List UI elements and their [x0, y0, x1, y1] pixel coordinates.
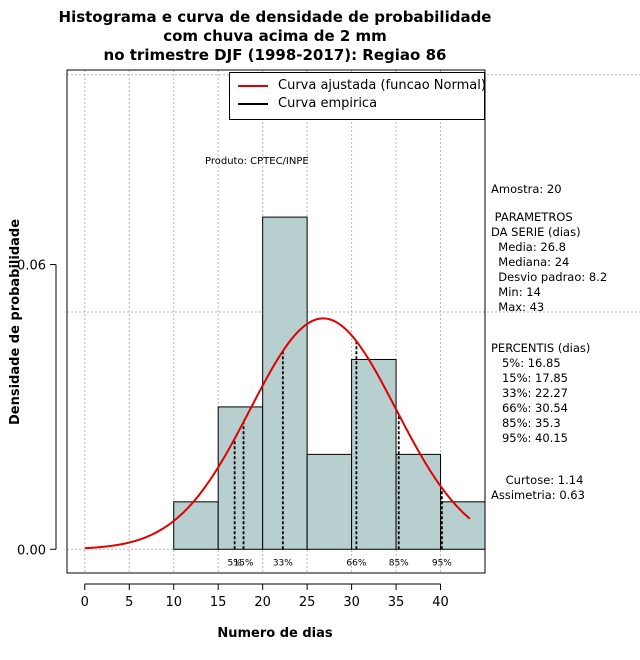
- stat-mediana: Mediana: 24: [491, 255, 570, 269]
- percentile-label-1: 15%: [234, 558, 254, 568]
- legend-label-normal: Curva ajustada (funcao Normal): [278, 78, 486, 93]
- stat-param-sub: DA SERIE (dias): [491, 225, 581, 239]
- plot-frame: [66, 69, 486, 574]
- stat-amostra: Amostra: 20: [491, 182, 562, 196]
- stat-max: Max: 43: [491, 300, 545, 314]
- x-tick-label-0: 0: [81, 595, 89, 610]
- stat-curtose: Curtose: 1.14: [491, 473, 584, 487]
- y-tick-label-1: 0.06: [17, 259, 46, 274]
- stat-p15: 15%: 17.85: [491, 371, 568, 385]
- stat-param-title: PARAMETROS: [491, 210, 573, 224]
- percentile-label-2: 33%: [273, 558, 293, 568]
- histogram-bar-5: [395, 453, 442, 550]
- histogram-bar-6: [440, 501, 486, 550]
- y-tick-label-0: 0.00: [17, 543, 46, 558]
- histogram-bar-4: [351, 358, 397, 550]
- x-axis-label: Numero de dias: [217, 626, 333, 641]
- stat-p95: 95%: 40.15: [491, 431, 568, 445]
- histogram-bar-2: [262, 216, 308, 550]
- legend-swatch-red: [238, 84, 268, 87]
- histogram-bar-0: [173, 501, 219, 550]
- x-tick-label-2: 10: [165, 595, 182, 610]
- x-tick-label-8: 40: [432, 595, 449, 610]
- legend-entry-empirical: Curva empirica: [238, 96, 377, 111]
- histogram-bar-1: [217, 406, 264, 550]
- chart-title-line-2: com chuva acima de 2 mm: [163, 27, 387, 45]
- x-tick-label-4: 20: [254, 595, 271, 610]
- chart-title-line-1: Histograma e curva de densidade de proba…: [58, 8, 492, 26]
- chart-title-line-3: no trimestre DJF (1998-2017): Regiao 86: [103, 46, 447, 64]
- legend-entry-normal: Curva ajustada (funcao Normal): [238, 78, 486, 93]
- percentile-label-3: 66%: [346, 558, 366, 568]
- stat-perc-title: PERCENTIS (dias): [491, 341, 591, 355]
- stat-p66: 66%: 30.54: [491, 401, 568, 415]
- x-tick-label-7: 35: [388, 595, 405, 610]
- y-axis-label: Densidade de probabilidade: [8, 218, 23, 425]
- percentile-label-4: 85%: [389, 558, 409, 568]
- stat-media: Media: 26.8: [491, 240, 566, 254]
- stat-p5: 5%: 16.85: [491, 356, 561, 370]
- x-tick-label-1: 5: [125, 595, 133, 610]
- product-annotation: Produto: CPTEC/INPE: [205, 156, 309, 167]
- normal-curve-group: [84, 317, 471, 550]
- stat-p85: 85%: 35.3: [491, 416, 561, 430]
- x-tick-label-3: 15: [210, 595, 227, 610]
- percentile-label-0: 5%: [228, 558, 243, 568]
- stat-assimetria: Assimetria: 0.63: [491, 488, 585, 502]
- legend-label-empirical: Curva empirica: [278, 96, 378, 111]
- stat-p33: 33%: 22.27: [491, 386, 568, 400]
- axes: 0 5 10 15 20 25 30 35 40 0.00 0.06: [17, 69, 486, 610]
- x-tick-label-6: 30: [343, 595, 360, 610]
- normal-curve: [84, 317, 471, 550]
- x-tick-label-5: 25: [299, 595, 316, 610]
- histogram-bar-3: [306, 453, 353, 550]
- stat-min: Min: 14: [491, 285, 541, 299]
- percentile-lines: 5%15% 33% 66% 85% 95%: [228, 341, 452, 568]
- legend-swatch-black: [238, 102, 268, 105]
- histogram-bars: [173, 216, 486, 550]
- stat-desvio: Desvio padrao: 8.2: [491, 270, 608, 284]
- percentile-label-5: 95%: [432, 558, 452, 568]
- legend: Curva ajustada (funcao Normal) Curva emp…: [229, 72, 486, 120]
